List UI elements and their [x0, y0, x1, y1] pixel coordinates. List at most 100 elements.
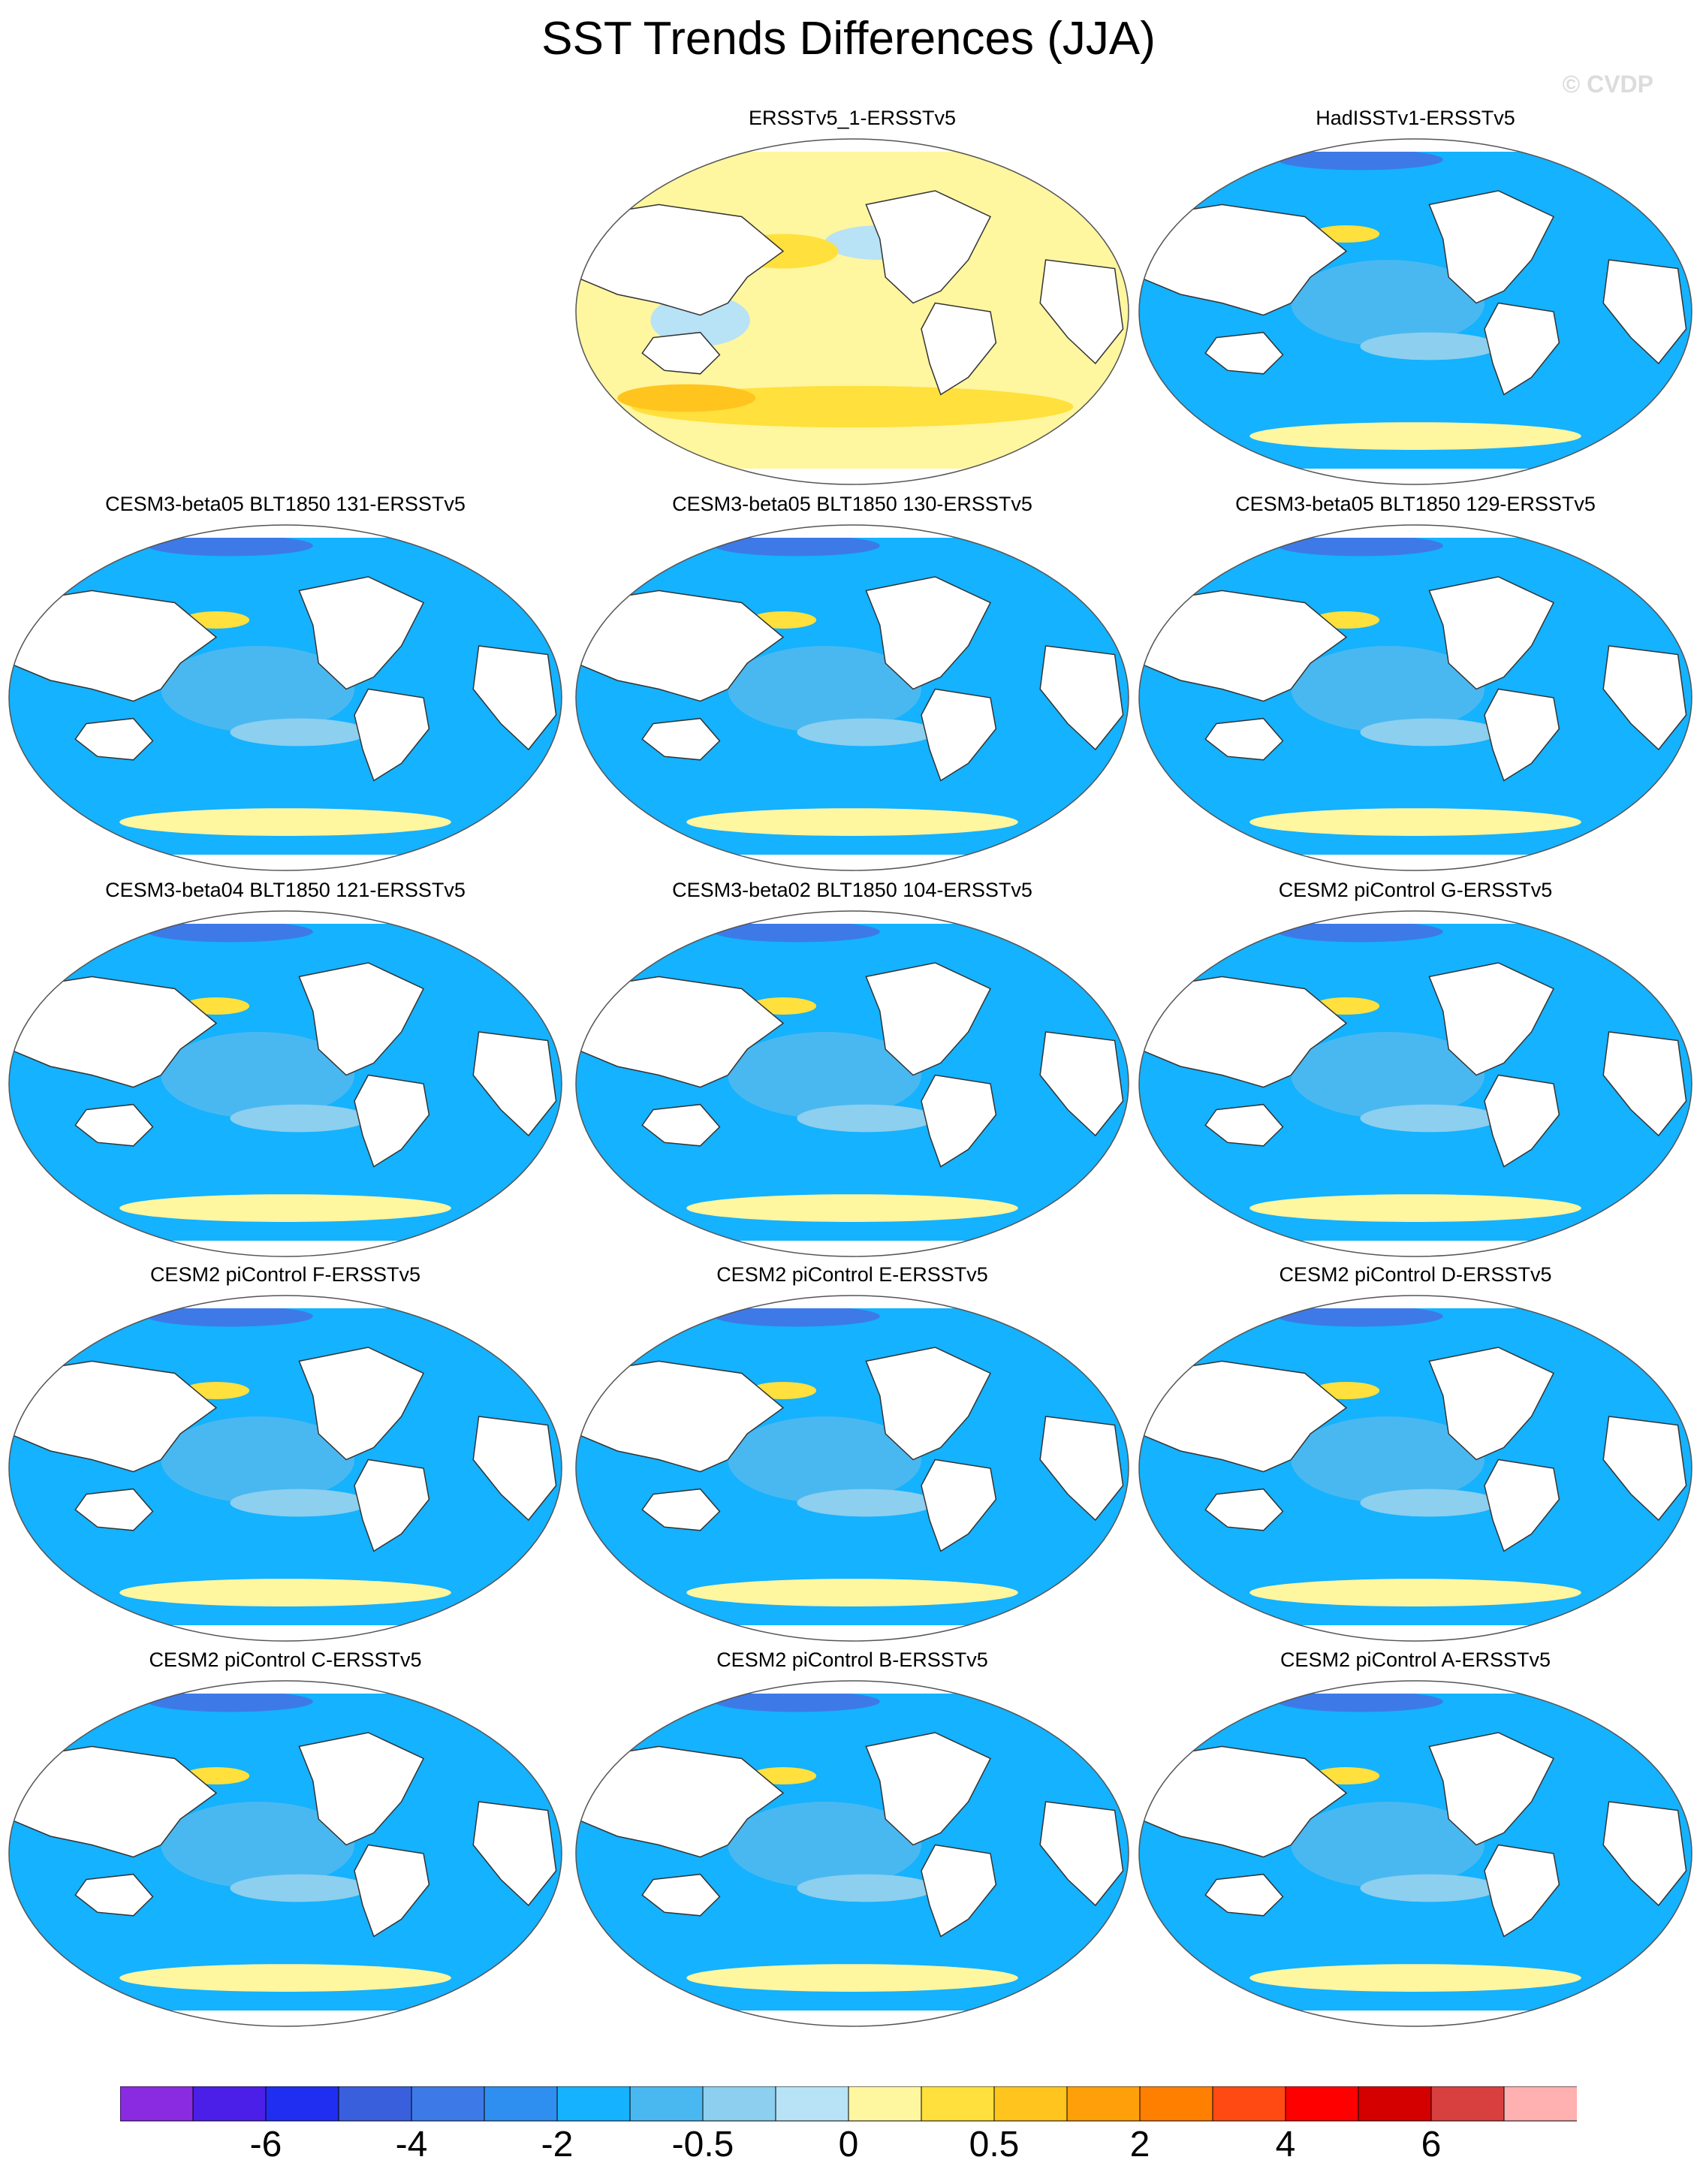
anomaly-region — [1291, 260, 1484, 346]
continent-af — [472, 1031, 557, 1137]
antarctic-mask — [1139, 1625, 1692, 1641]
anomaly-region — [119, 1194, 451, 1222]
continent-na — [865, 962, 992, 1076]
map-panel: HadISSTv1-ERSSTv5 — [1138, 107, 1693, 490]
continent-af — [472, 1801, 557, 1907]
continent-sa — [921, 1459, 997, 1552]
continent-sa — [354, 1844, 430, 1938]
continent-na — [1428, 1732, 1555, 1846]
anomaly-region — [147, 1691, 313, 1712]
anomaly-region — [728, 1802, 921, 1888]
map-border — [1138, 138, 1692, 485]
continent-af — [1039, 259, 1124, 365]
anomaly-region — [1277, 535, 1443, 557]
arctic-mask — [576, 525, 1129, 538]
colorbar-segment — [702, 2086, 776, 2122]
anomaly-region — [1291, 646, 1484, 732]
continent-sa — [921, 1074, 997, 1168]
continent-na — [298, 576, 425, 690]
colorbar-segment — [775, 2086, 849, 2122]
anomaly-region — [714, 1305, 880, 1327]
continent-oz — [74, 1488, 154, 1531]
continent-af — [1039, 1416, 1124, 1522]
map-panel: CESM2 piControl D-ERSSTv5 — [1138, 1263, 1693, 1646]
colorbar — [120, 2086, 1577, 2122]
colorbar-tick-label: -6 — [249, 2125, 282, 2164]
panel-title: CESM2 piControl G-ERSSTv5 — [1278, 879, 1553, 901]
map-panel: CESM2 piControl C-ERSSTv5 — [8, 1649, 563, 2032]
continent-sa — [1484, 1074, 1560, 1168]
map-border — [1138, 1295, 1692, 1642]
anomaly-region — [1249, 1964, 1581, 1992]
antarctic-mask — [576, 1241, 1129, 1256]
anomaly-region — [686, 1194, 1018, 1222]
colorbar-segment — [1358, 2086, 1432, 2122]
map-panel: ERSSTv5_1-ERSSTv5 — [574, 107, 1130, 490]
anomaly-region — [797, 1104, 936, 1133]
continent-sa — [354, 1074, 430, 1168]
anomaly-region — [1277, 1305, 1443, 1327]
map-border — [8, 524, 562, 871]
anomaly-region — [119, 1579, 451, 1606]
antarctic-mask — [9, 855, 562, 870]
panel-title: ERSSTv5_1-ERSSTv5 — [748, 107, 957, 129]
anomaly-region — [147, 1305, 313, 1327]
continent-asia — [9, 590, 218, 702]
map-projection — [1138, 1295, 1692, 1642]
map-panel: CESM2 piControl B-ERSSTv5 — [574, 1649, 1130, 2032]
continent-oz — [74, 1103, 154, 1147]
antarctic-mask — [9, 2011, 562, 2026]
anomaly-region — [728, 646, 921, 732]
map-border — [575, 1295, 1129, 1642]
anomaly-region — [1249, 422, 1581, 450]
continent-oz — [74, 1873, 154, 1917]
anomaly-region — [797, 1489, 936, 1517]
colorbar-tick-label: 0 — [838, 2125, 859, 2164]
continent-asia — [576, 1745, 785, 1858]
panel-title: CESM3-beta05 BLT1850 131-ERSSTv5 — [105, 493, 466, 515]
colorbar-tick-label: -4 — [395, 2125, 428, 2164]
continent-oz — [641, 1873, 721, 1917]
continent-oz — [1204, 1488, 1284, 1531]
continent-na — [1428, 576, 1555, 690]
continent-sa — [1484, 302, 1560, 396]
colorbar-segment — [1212, 2086, 1286, 2122]
anomaly-region — [161, 1416, 354, 1503]
continent-asia — [9, 1360, 218, 1473]
map-panel: CESM3-beta02 BLT1850 104-ERSSTv5 — [574, 879, 1130, 1262]
panel-title: CESM2 piControl C-ERSSTv5 — [149, 1649, 422, 1671]
anomaly-region — [686, 808, 1018, 836]
map-projection — [1138, 524, 1692, 871]
continent-na — [1428, 1347, 1555, 1461]
continent-af — [472, 1416, 557, 1522]
panel-title: CESM2 piControl F-ERSSTv5 — [149, 1263, 421, 1286]
antarctic-mask — [1139, 2011, 1692, 2026]
colorbar-segment — [338, 2086, 412, 2122]
map-projection — [8, 1295, 562, 1642]
anomaly-region — [714, 1691, 880, 1712]
continent-af — [1039, 645, 1124, 751]
map-border — [575, 524, 1129, 871]
map-panel: CESM2 piControl G-ERSSTv5 — [1138, 879, 1693, 1262]
colorbar-segment — [1139, 2086, 1213, 2122]
continent-asia — [9, 976, 218, 1088]
anomaly-region — [797, 1874, 936, 1902]
anomaly-region — [1277, 149, 1443, 170]
continent-sa — [354, 1459, 430, 1552]
watermark-text: © CVDP — [1562, 71, 1653, 98]
continent-na — [1428, 190, 1555, 304]
continent-na — [298, 962, 425, 1076]
colorbar-segment — [1430, 2086, 1505, 2122]
anomaly-region — [161, 646, 354, 732]
colorbar-segment — [921, 2086, 995, 2122]
anomaly-region — [1360, 332, 1499, 360]
arctic-mask — [1139, 1296, 1692, 1308]
continent-na — [865, 576, 992, 690]
anomaly-region — [1291, 1416, 1484, 1503]
map-projection — [575, 910, 1129, 1257]
colorbar-tick-label: 4 — [1275, 2125, 1296, 2164]
continent-asia — [1139, 1360, 1348, 1473]
continent-oz — [1204, 1103, 1284, 1147]
map-border — [575, 138, 1129, 485]
continent-af — [472, 645, 557, 751]
